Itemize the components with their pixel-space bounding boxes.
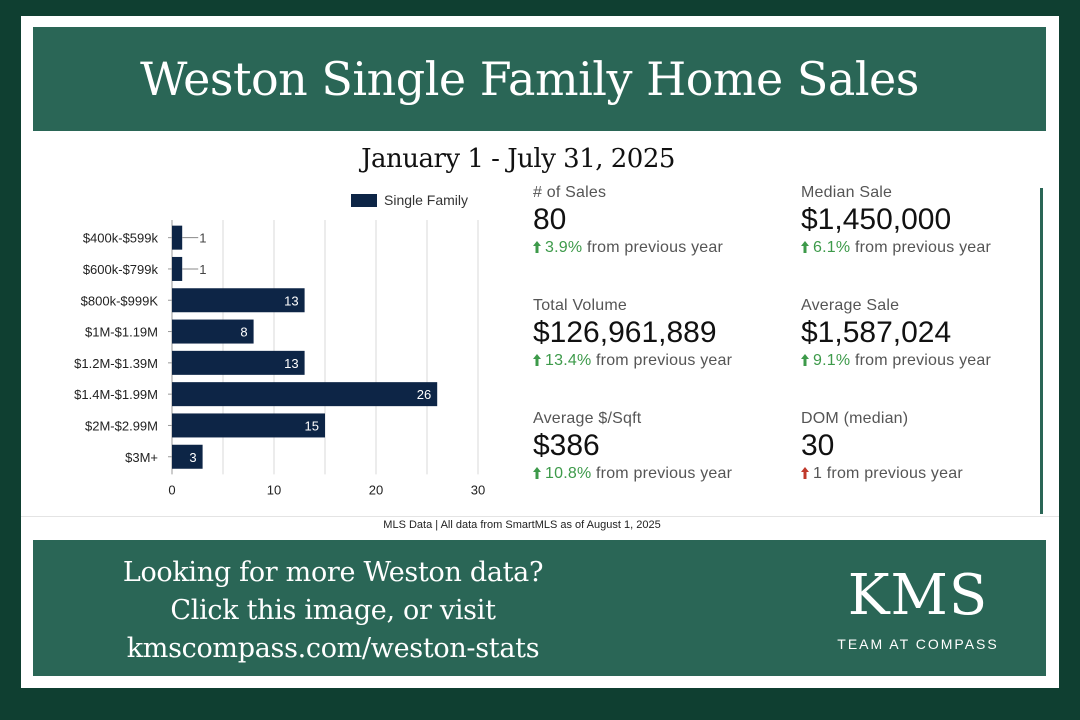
y-tick-label: $400k-$599k [83, 231, 159, 246]
stat-change: 10.8% from previous year [533, 465, 793, 483]
bar [172, 319, 254, 344]
infographic-card[interactable]: Weston Single Family Home Sales January … [21, 16, 1059, 688]
stat-change: 9.1% from previous year [801, 352, 1061, 370]
bar-data-label: 13 [284, 293, 298, 308]
y-tick-label: $1.4M-$1.99M [74, 387, 158, 402]
stat-change-suffix: from previous year [586, 239, 724, 256]
bar [172, 382, 438, 407]
logo-tagline: TEAM AT COMPASS [837, 636, 999, 652]
sales-chart: Single Family $400k-$599k 1 $600k-$799k 1 $80… [29, 186, 499, 506]
stat-value: $1,450,000 [801, 203, 952, 236]
stat-change-pct: 1 [813, 465, 823, 482]
stat-change-suffix: from previous year [596, 465, 733, 482]
bar [172, 350, 305, 375]
date-range: January 1 - July 31, 2025 [361, 144, 675, 174]
bar-data-label: 1 [199, 262, 206, 277]
stat-change-suffix: from previous year [854, 352, 992, 369]
bar [172, 288, 305, 313]
legend-label: Single Family [384, 192, 468, 208]
stat-change: 13.4% from previous year [533, 352, 793, 370]
x-tick-label: 0 [168, 482, 175, 497]
arrow-up-icon [801, 241, 809, 253]
stat-change-pct: 10.8% [545, 465, 592, 482]
stat-value: $386 [533, 429, 600, 462]
stat-change-pct: 9.1% [813, 352, 851, 369]
arrow-up-icon [533, 241, 541, 253]
bar-data-label: 15 [305, 418, 319, 433]
cta-banner[interactable]: Looking for more Weston data? Click this… [33, 540, 1046, 676]
stat-change: 1 from previous year [801, 465, 1061, 483]
y-tick-label: $3M+ [125, 450, 158, 465]
stat-value: 30 [801, 429, 835, 462]
stat-value: $126,961,889 [533, 316, 717, 349]
stat-change-pct: 3.9% [545, 239, 583, 256]
stat-value: $1,587,024 [801, 316, 952, 349]
page-title: Weston Single Family Home Sales [140, 52, 919, 106]
stat-change-suffix: from previous year [826, 465, 963, 482]
stat-block: Average Sale $1,587,024 9.1% from previous… [801, 297, 1061, 370]
bar-data-label: 13 [284, 356, 298, 371]
legend-swatch [351, 194, 377, 207]
arrow-up-icon [801, 467, 809, 479]
cta-line-1: Looking for more Weston data? [122, 557, 544, 588]
stat-block: # of Sales 80 3.9% from previous year [533, 184, 793, 257]
stat-change: 6.1% from previous year [801, 239, 1061, 257]
stat-block: Average $/Sqft $386 10.8% from previous ye… [533, 410, 793, 483]
bar-data-label: 8 [240, 325, 247, 340]
stat-label: Average Sale [801, 297, 900, 314]
bar [172, 225, 183, 250]
bar-data-label: 26 [417, 387, 431, 402]
stat-change: 3.9% from previous year [533, 239, 793, 257]
stat-block: Median Sale $1,450,000 6.1% from previous … [801, 184, 1061, 257]
stat-change-pct: 6.1% [813, 239, 851, 256]
cta-text[interactable]: Looking for more Weston data? Click this… [53, 554, 613, 668]
stat-label: DOM (median) [801, 410, 909, 427]
stat-change-suffix: from previous year [854, 239, 992, 256]
bar [172, 413, 325, 438]
stats-panel: # of Sales 80 3.9% from previous year Media… [533, 184, 1043, 516]
y-tick-label: $1M-$1.19M [85, 325, 158, 340]
kms-logo: KMS TEAM AT COMPASS [823, 563, 1013, 653]
y-tick-label: $800k-$999K [81, 293, 159, 308]
y-tick-label: $600k-$799k [83, 262, 159, 277]
stat-label: Total Volume [533, 297, 628, 314]
stats-divider [1040, 188, 1043, 514]
arrow-up-icon [533, 467, 541, 479]
stat-value: 80 [533, 203, 567, 236]
stat-change-pct: 13.4% [545, 352, 592, 369]
bar-chart-svg: Single Family $400k-$599k 1 $600k-$799k 1 $80… [74, 192, 485, 497]
stat-block: Total Volume $126,961,889 13.4% from previ… [533, 297, 793, 370]
cta-link[interactable]: kmscompass.com/weston-stats [126, 633, 540, 664]
bar-data-label: 3 [189, 450, 196, 465]
stat-label: # of Sales [533, 184, 607, 201]
y-tick-label: $2M-$2.99M [85, 418, 158, 433]
stat-label: Average $/Sqft [533, 410, 642, 427]
bar [172, 256, 183, 281]
x-tick-label: 30 [471, 482, 485, 497]
arrow-up-icon [533, 354, 541, 366]
cta-line-2: Click this image, or visit [170, 595, 496, 626]
title-banner: Weston Single Family Home Sales [33, 27, 1046, 131]
arrow-up-icon [801, 354, 809, 366]
bar [172, 444, 203, 469]
data-source-footnote: MLS Data | All data from SmartMLS as of … [21, 516, 1059, 531]
x-tick-label: 20 [369, 482, 383, 497]
stat-label: Median Sale [801, 184, 893, 201]
x-tick-label: 10 [267, 482, 281, 497]
y-tick-label: $1.2M-$1.39M [74, 356, 158, 371]
logo-mark: KMS [847, 563, 989, 628]
bar-data-label: 1 [199, 231, 206, 246]
stat-change-suffix: from previous year [596, 352, 733, 369]
stat-block: DOM (median) 30 1 from previous year [801, 410, 1061, 483]
